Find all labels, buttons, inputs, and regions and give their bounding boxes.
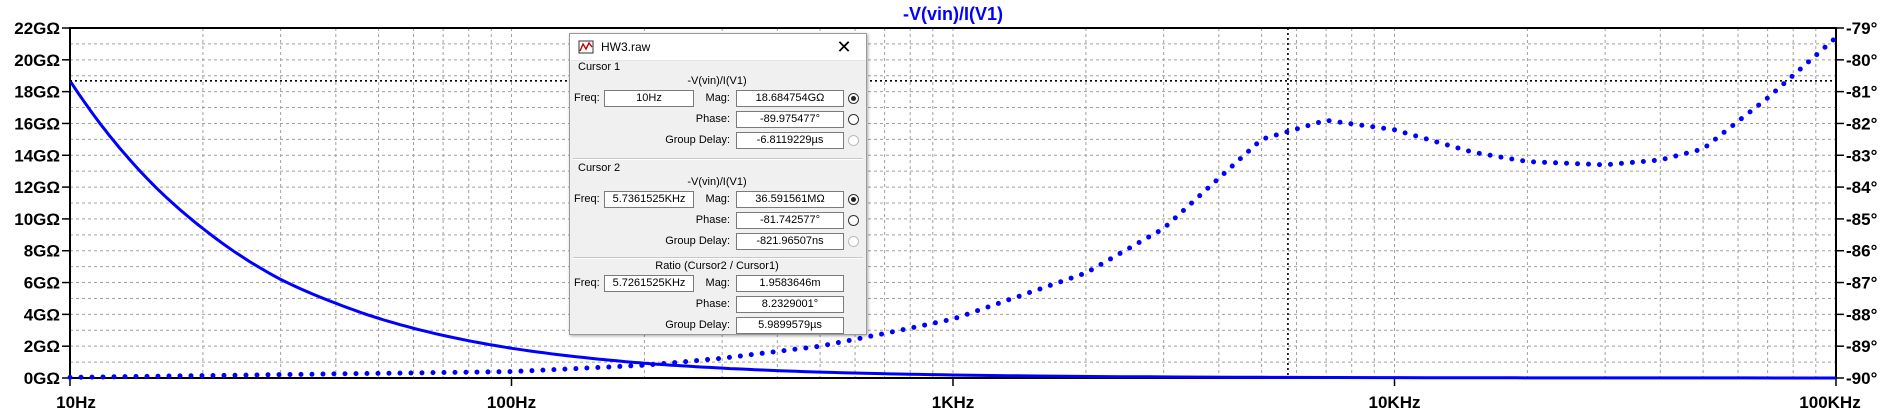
cursor2-label: Cursor 2 xyxy=(578,162,621,174)
cursor1-label: Cursor 1 xyxy=(578,61,621,73)
cursor1-gd-field[interactable]: -6.8119229µs xyxy=(736,132,844,149)
cursor2-gd-field[interactable]: -821.96507ns xyxy=(736,233,844,250)
ratio-gd-label: Group Delay: xyxy=(665,319,730,331)
cursor1-mag-field[interactable]: 18.684754GΩ xyxy=(736,90,844,107)
x-axis-label: 10Hz xyxy=(56,393,96,412)
right-axis-label: -81° xyxy=(1846,83,1878,102)
ratio-freq-field[interactable]: 5.7261525KHz xyxy=(604,275,694,292)
cursor1-phase-label: Phase: xyxy=(695,113,730,125)
left-axis-label: 10GΩ xyxy=(14,210,60,229)
x-axis-label: 10KHz xyxy=(1369,393,1421,412)
ratio-gd-field[interactable]: 5.9899579µs xyxy=(736,317,844,334)
ratio-mag-label: Mag: xyxy=(705,277,730,289)
cursor1-expression: -V(vin)/I(V1) xyxy=(687,75,747,87)
ratio-group: Ratio (Cursor2 / Cursor1) Freq: 5.726152… xyxy=(574,260,860,334)
right-axis-label: -87° xyxy=(1846,274,1878,293)
right-axis-label: -88° xyxy=(1846,305,1878,324)
left-axis-label: 0GΩ xyxy=(24,369,60,388)
ratio-phase-label: Phase: xyxy=(695,298,730,310)
ratio-label: Ratio (Cursor2 / Cursor1) xyxy=(655,260,779,272)
right-axis-label: -83° xyxy=(1846,146,1878,165)
left-axis-label: 20GΩ xyxy=(14,51,60,70)
cursor1-group: Cursor 1 -V(vin)/I(V1) Freq: 10Hz Mag: 1… xyxy=(574,61,860,156)
left-axis-label: 12GΩ xyxy=(14,178,60,197)
cursor-dialog[interactable]: HW3.raw ✕ Cursor 1 -V(vin)/I(V1) Freq: 1… xyxy=(569,33,867,335)
cursor2-freq-field[interactable]: 5.7361525KHz xyxy=(604,191,694,208)
x-axis-label: 1KHz xyxy=(932,393,975,412)
ratio-mag-field[interactable]: 1.9583646m xyxy=(736,275,844,292)
ratio-freq-label: Freq: xyxy=(574,277,600,289)
right-axis-label: -90° xyxy=(1846,369,1878,388)
right-axis-label: -86° xyxy=(1846,242,1878,261)
dialog-title: HW3.raw xyxy=(601,40,651,54)
axis-ticks xyxy=(62,27,1844,386)
cursor2-expression: -V(vin)/I(V1) xyxy=(687,176,747,188)
cursor2-mag-field[interactable]: 36.591561MΩ xyxy=(736,191,844,208)
cursor1-freq-field[interactable]: 10Hz xyxy=(604,90,694,107)
cursor2-phase-radio[interactable] xyxy=(848,215,859,226)
cursor1-phase-field[interactable]: -89.975477° xyxy=(736,111,844,128)
cursor2-gd-radio[interactable] xyxy=(848,236,859,247)
cursor1-gd-radio[interactable] xyxy=(848,135,859,146)
left-axis-label: 16GΩ xyxy=(14,114,60,133)
left-axis-label: 22GΩ xyxy=(14,19,60,38)
magnitude-trace xyxy=(68,79,1836,380)
separator xyxy=(573,158,863,160)
ratio-phase-field[interactable]: 8.2329001° xyxy=(736,296,844,313)
left-axis-label: 14GΩ xyxy=(14,146,60,165)
cursor2-gd-label: Group Delay: xyxy=(665,235,730,247)
left-axis-label: 18GΩ xyxy=(14,83,60,102)
cursor2-phase-field[interactable]: -81.742577° xyxy=(736,212,844,229)
cursor1-mag-radio[interactable] xyxy=(848,93,859,104)
cursor2-freq-label: Freq: xyxy=(574,193,600,205)
left-axis-label: 2GΩ xyxy=(24,337,60,356)
cursor2-phase-label: Phase: xyxy=(695,214,730,226)
close-button[interactable]: ✕ xyxy=(836,36,852,57)
cursor1-freq-label: Freq: xyxy=(574,92,600,104)
cursor2-group: Cursor 2 -V(vin)/I(V1) Freq: 5.7361525KH… xyxy=(574,162,860,257)
right-axis-label: -79° xyxy=(1846,19,1878,38)
trace-title[interactable]: -V(vin)/I(V1) xyxy=(903,4,1003,24)
cursor2-mag-label: Mag: xyxy=(705,193,730,205)
separator xyxy=(573,257,863,259)
dialog-titlebar[interactable]: HW3.raw ✕ xyxy=(570,34,866,61)
cursor1-gd-label: Group Delay: xyxy=(665,134,730,146)
right-axis-label: -82° xyxy=(1846,114,1878,133)
axis-labels: 0GΩ 2GΩ 4GΩ 6GΩ 8GΩ 10GΩ 12GΩ 14GΩ 16GΩ 18GΩ 20GΩ 2… xyxy=(14,19,1877,412)
right-axis-label: -84° xyxy=(1846,178,1878,197)
left-axis-label: 4GΩ xyxy=(24,305,60,324)
right-axis-label: -80° xyxy=(1846,51,1878,70)
waveform-file-icon xyxy=(578,40,594,54)
cursor1-mag-label: Mag: xyxy=(705,92,730,104)
x-axis-label: 100KHz xyxy=(1799,393,1860,412)
left-axis-label: 6GΩ xyxy=(24,274,60,293)
cursor-layer[interactable] xyxy=(69,28,1836,378)
trace-layer xyxy=(67,35,1839,380)
cursor2-mag-radio[interactable] xyxy=(848,194,859,205)
left-axis-label: 8GΩ xyxy=(24,242,60,261)
cursor1-phase-radio[interactable] xyxy=(848,114,859,125)
right-axis-label: -85° xyxy=(1846,210,1878,229)
right-axis-label: -89° xyxy=(1846,337,1878,356)
x-axis-label: 100Hz xyxy=(487,393,536,412)
